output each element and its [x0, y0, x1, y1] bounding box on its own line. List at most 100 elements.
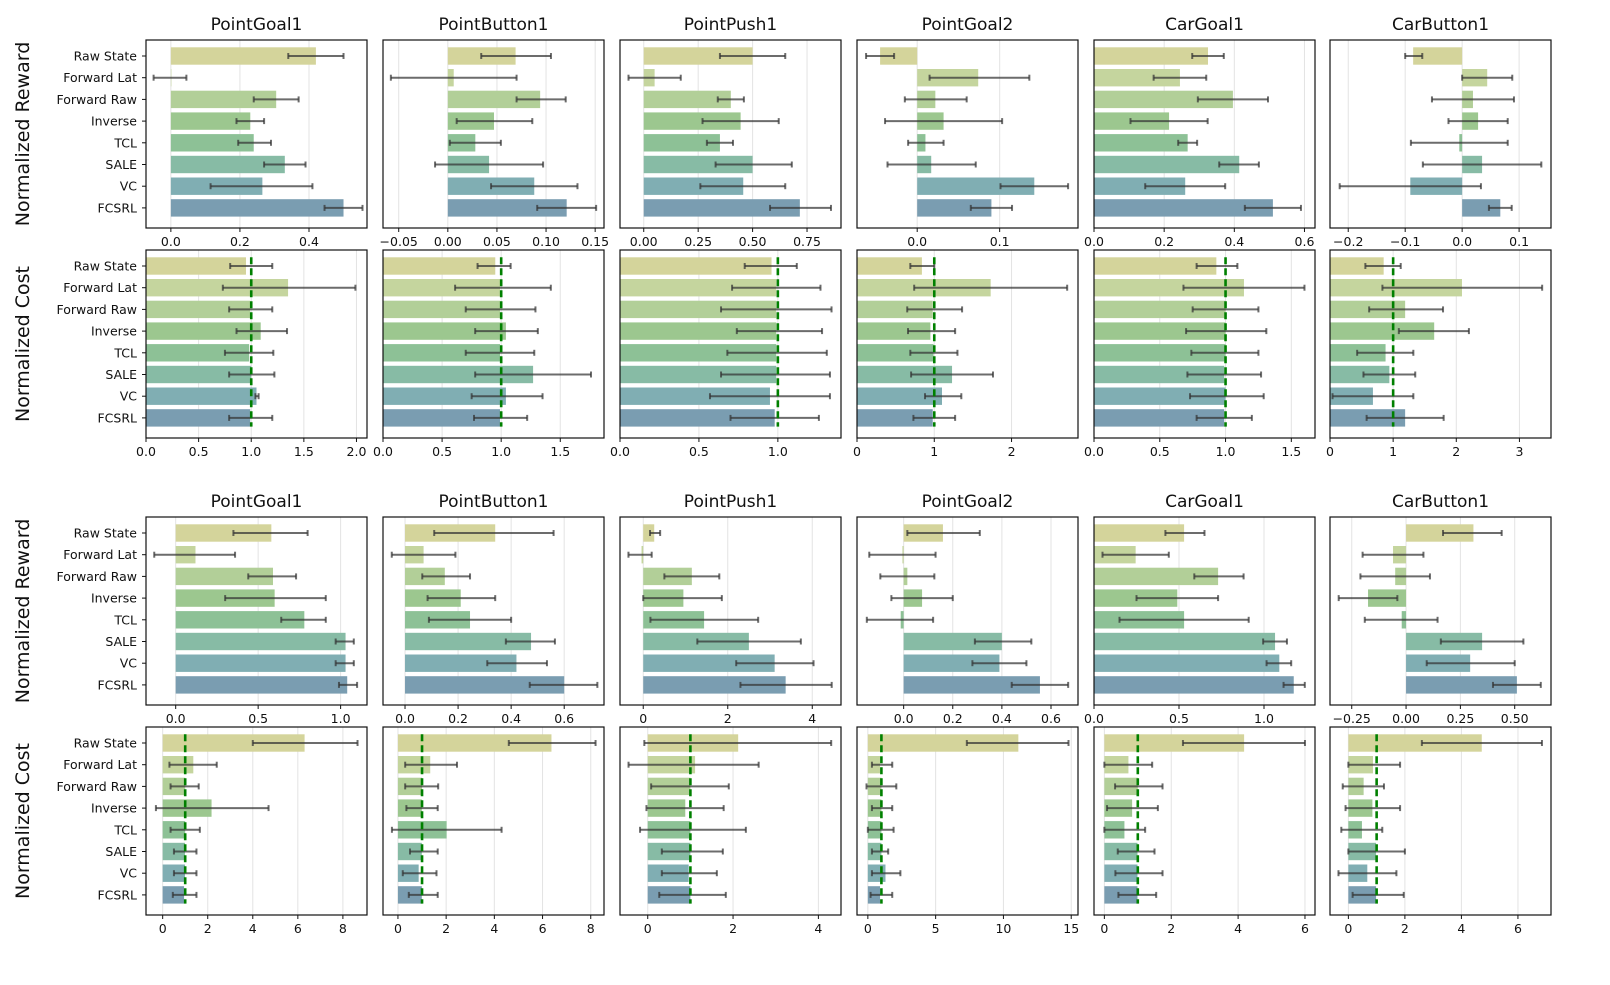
error-bar: [334, 638, 355, 645]
x-tick-label: 2: [724, 711, 732, 726]
error-bar: [247, 573, 298, 580]
error-bar: [645, 805, 725, 812]
x-tick-label: 0.0: [161, 234, 181, 249]
chart-title: CarButton1: [1392, 492, 1489, 512]
x-tick-label: 2: [1401, 921, 1409, 936]
category-label: Forward Raw: [56, 92, 137, 107]
category-label: SALE: [105, 367, 137, 382]
error-bar: [404, 761, 458, 768]
bar-fcsrl: [1094, 199, 1273, 217]
error-bar: [252, 96, 300, 103]
category-label: VC: [120, 866, 138, 881]
error-bar: [627, 551, 653, 558]
error-bar: [1347, 848, 1406, 855]
bar-raw-state: [170, 47, 316, 65]
error-bar: [1218, 161, 1260, 168]
error-bar: [879, 573, 936, 580]
error-bar: [223, 349, 275, 356]
bar-raw-state: [867, 734, 1019, 752]
error-bar: [427, 616, 513, 623]
x-tick-label: 8: [339, 921, 347, 936]
x-tick-label: 0.0: [136, 444, 156, 459]
error-bar: [906, 530, 981, 536]
bar-raw-state: [383, 257, 496, 275]
error-bar: [153, 551, 237, 558]
x-tick-label: 0: [1326, 444, 1334, 459]
bar-raw-state: [397, 734, 552, 752]
x-tick-label: 0.2: [448, 711, 468, 726]
x-tick-label: 2: [1167, 921, 1175, 936]
axes-frame: [1093, 249, 1316, 439]
bar-raw-state: [175, 524, 272, 542]
error-bar: [464, 349, 536, 356]
x-tick-label: 2: [1452, 444, 1460, 459]
bar-forward-lat: [1094, 69, 1180, 87]
error-bar: [1185, 328, 1268, 335]
chart-panel: −0.2 −0.1 0.0 0.1 CarButton1: [1329, 15, 1552, 249]
error-bar: [870, 805, 894, 812]
bar-raw-state: [1413, 47, 1463, 65]
bar-fcsrl: [175, 676, 348, 694]
x-tick-label: 2: [729, 921, 737, 936]
x-tick-label: 0.50: [739, 234, 767, 249]
x-tick-label: −0.25: [1333, 711, 1371, 726]
bar-forward-lat: [1094, 279, 1244, 297]
bar-inverse: [146, 322, 261, 340]
bar-sale: [1330, 365, 1390, 384]
bar-raw-state: [1406, 524, 1474, 542]
axes-frame: [619, 516, 842, 706]
error-bar: [390, 826, 503, 833]
bar-fcsrl: [917, 199, 992, 217]
x-tick-label: 0.1: [990, 234, 1010, 249]
x-tick-label: 0.25: [684, 234, 712, 249]
bar-fcsrl: [620, 409, 775, 427]
x-tick-label: 0.2: [943, 711, 963, 726]
error-bar: [228, 306, 274, 313]
axes-frame: [382, 516, 605, 706]
error-bar: [1356, 349, 1415, 356]
bar-vc: [620, 387, 770, 405]
error-bar: [1189, 393, 1265, 400]
x-tick-label: 0.0: [1084, 711, 1104, 726]
error-bar: [1177, 139, 1199, 146]
x-tick-label: 5: [932, 921, 940, 936]
chart-panel: 0 1 2 3: [1326, 249, 1552, 459]
error-bar: [1359, 573, 1431, 580]
bar-fcsrl: [146, 409, 251, 427]
error-bar: [515, 96, 567, 103]
bar-vc: [1094, 654, 1280, 672]
bar-fcsrl: [1462, 199, 1501, 217]
x-tick-label: 0: [644, 921, 652, 936]
error-bar: [1487, 204, 1513, 211]
bar-forward-raw: [857, 300, 933, 319]
x-tick-label: 10: [995, 921, 1011, 936]
error-bar: [649, 530, 662, 536]
x-tick-label: 6: [1514, 921, 1522, 936]
chart-panel: 0.0 0.5 1.0 1.5: [373, 249, 605, 459]
chart-panel: 0.0 0.5 1.0 CarGoal1: [1084, 492, 1316, 726]
bar-tcl: [643, 134, 720, 152]
bar-fcsrl: [903, 676, 1040, 694]
bar-raw-state: [857, 257, 922, 275]
bar-fcsrl: [383, 409, 500, 427]
bar-fcsrl: [643, 199, 800, 217]
chart-panel: 0 2 4 6 8 Raw State Forward Lat Forward Raw Inve…: [12, 726, 368, 936]
x-tick-label: 0.10: [532, 234, 560, 249]
bar-forward-raw: [146, 300, 251, 319]
chart-panel: 0.0 0.5 1.0: [610, 249, 842, 459]
category-label: Forward Raw: [56, 569, 137, 584]
error-bar: [1447, 118, 1509, 125]
error-bar: [735, 328, 824, 335]
error-bar: [865, 616, 935, 623]
axes-frame: [145, 516, 368, 706]
error-bar: [731, 284, 822, 291]
chart-title: PointGoal2: [922, 492, 1014, 512]
bar-inverse: [643, 112, 741, 130]
axes-frame: [1329, 516, 1552, 706]
x-tick-label: 0.0: [894, 711, 914, 726]
error-bar: [1420, 740, 1543, 746]
error-bar: [486, 660, 548, 667]
x-tick-label: 0.6: [554, 711, 574, 726]
chart-title: PointButton1: [439, 492, 549, 512]
bar-fcsrl: [1406, 676, 1517, 694]
